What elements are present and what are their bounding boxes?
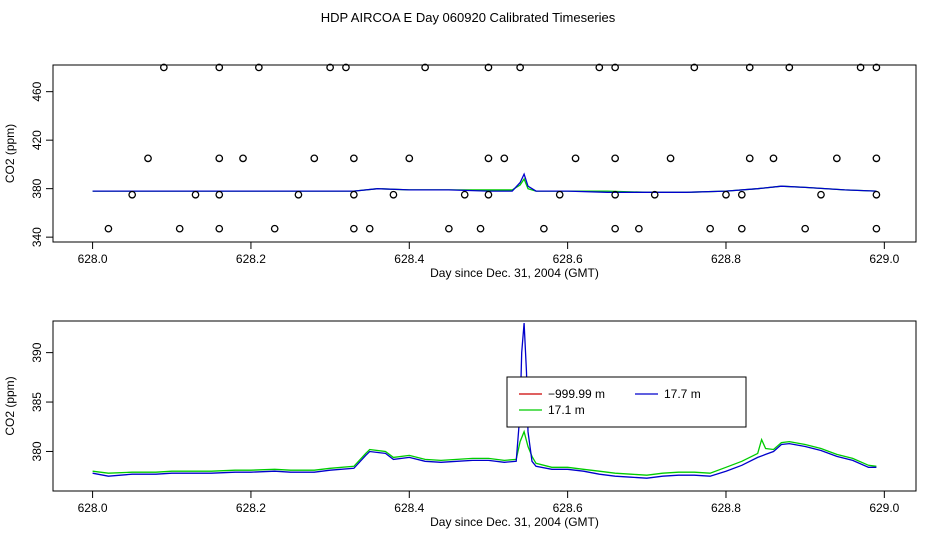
chart-1-x-tick-label: 628.6 — [553, 252, 583, 266]
chart-1-point — [294, 190, 303, 199]
chart-2-x-tick-label: 628.0 — [78, 501, 108, 515]
chart-1-point — [611, 224, 619, 233]
chart-1-point — [595, 63, 604, 72]
chart-2-series-line-1 — [92, 322, 877, 479]
chart-1-point — [175, 224, 184, 233]
legend-box — [506, 376, 747, 428]
chart-1-point — [611, 63, 619, 72]
chart-1-point — [745, 63, 754, 72]
chart-1-point — [405, 154, 414, 163]
chart-1-point — [666, 154, 675, 163]
chart-1-point — [571, 154, 580, 163]
chart-1-point — [460, 190, 469, 199]
chart-2-x-tick-label: 629.0 — [869, 501, 899, 515]
chart-2-y-axis-label: CO2 (ppm) — [3, 376, 17, 435]
chart-1-x-tick-label: 629.0 — [869, 252, 899, 266]
chart-1-point — [365, 224, 374, 233]
chart-2-y-tick-label: 385 — [30, 392, 44, 412]
chart-1-point — [690, 63, 699, 72]
chart-1-point — [650, 190, 659, 199]
legend-label: −999.99 m — [548, 387, 605, 401]
chart-1-point — [872, 63, 881, 72]
chart-1-point — [611, 190, 619, 199]
bottom-panel: 628.0 628.2 628.4 628.6 628.8 629.0 380 385 390 D… — [3, 320, 917, 529]
chart-1-y-tick-label: 340 — [30, 227, 44, 247]
chart-1-plot-frame — [52, 64, 917, 243]
chart-1-point — [350, 190, 358, 199]
chart-1-series-line-1 — [92, 172, 877, 193]
chart-1-point — [310, 154, 319, 163]
chart-1-y-tick-label: 460 — [30, 81, 44, 101]
top-panel: 628.0 628.2 628.4 628.6 628.8 629.0 340 380 420 4… — [3, 63, 917, 280]
chart-2-x-tick-label: 628.4 — [394, 501, 424, 515]
chart-1-point — [635, 224, 643, 233]
chart-1-point — [706, 224, 714, 233]
chart-1-point — [555, 190, 564, 199]
chart-1-point — [722, 190, 730, 199]
chart-2-series-line-0 — [92, 429, 877, 476]
chart-2-y-tick-label: 380 — [30, 441, 44, 461]
chart-2-x-tick-label: 628.8 — [711, 501, 741, 515]
chart-1-point — [484, 63, 493, 72]
chart-2-plot-frame — [52, 320, 917, 492]
chart-1-y-axis-label: CO2 (ppm) — [3, 124, 17, 183]
chart-1-point — [872, 154, 881, 163]
legend-label: 17.7 m — [664, 387, 701, 401]
chart-2-y-tick-label: 390 — [30, 342, 44, 362]
chart-2-x-axis-label: Day since Dec. 31, 2004 (GMT) — [430, 515, 599, 529]
legend-label: 17.1 m — [548, 403, 585, 417]
chart-1-point — [215, 63, 224, 72]
chart-1-point — [737, 190, 746, 199]
chart-1-point — [516, 63, 524, 72]
chart-1-point — [255, 63, 263, 72]
chart-1-point — [785, 63, 794, 72]
chart-1-series-line-0 — [92, 177, 877, 193]
chart-1-point — [326, 63, 334, 72]
chart-1-x-tick-label: 628.4 — [394, 252, 424, 266]
chart-1-point — [737, 224, 746, 233]
chart-2-legend: −999.99 m 17.1 m 17.7 m — [506, 376, 747, 428]
chart-1-point — [159, 63, 168, 72]
chart-1-point — [445, 224, 453, 233]
chart-1-point — [239, 154, 247, 163]
chart-1-y-tick-label: 420 — [30, 130, 44, 150]
chart-1-point — [215, 190, 224, 199]
chart-1-point — [350, 224, 358, 233]
chart-1-point — [342, 63, 350, 72]
figure-title: HDP AIRCOA E Day 060920 Calibrated Times… — [321, 10, 616, 25]
chart-2-x-tick-label: 628.2 — [236, 501, 266, 515]
chart-1-point — [421, 63, 429, 72]
chart-1-point — [104, 224, 113, 233]
chart-1-point — [128, 190, 137, 199]
chart-1-x-axis-label: Day since Dec. 31, 2004 (GMT) — [430, 266, 599, 280]
chart-1-point — [484, 190, 493, 199]
chart-1-y-tick-label: 380 — [30, 178, 44, 198]
chart-1-x-tick-label: 628.8 — [711, 252, 741, 266]
chart-1-point — [745, 154, 754, 163]
chart-1-point — [611, 154, 619, 163]
chart-1-point — [191, 190, 200, 199]
chart-1-point — [270, 224, 279, 233]
chart-1-point — [801, 224, 810, 233]
chart-1-point — [389, 190, 398, 199]
chart-1-point — [872, 190, 881, 199]
chart-1-point — [540, 224, 548, 233]
chart-1-point — [484, 154, 493, 163]
chart-1-point — [215, 224, 224, 233]
chart-1-point — [856, 63, 865, 72]
chart-1-point — [872, 224, 881, 233]
chart-1-point — [476, 224, 485, 233]
chart-1-point — [817, 190, 825, 199]
chart-1-point — [769, 154, 778, 163]
chart-1-point — [215, 154, 224, 163]
chart-2-x-tick-label: 628.6 — [553, 501, 583, 515]
chart-1-point — [350, 154, 358, 163]
chart-1-point — [832, 154, 841, 163]
chart-1-x-tick-label: 628.0 — [78, 252, 108, 266]
chart-1-point — [500, 154, 509, 163]
chart-1-x-tick-label: 628.2 — [236, 252, 266, 266]
chart-1-point — [144, 154, 152, 163]
